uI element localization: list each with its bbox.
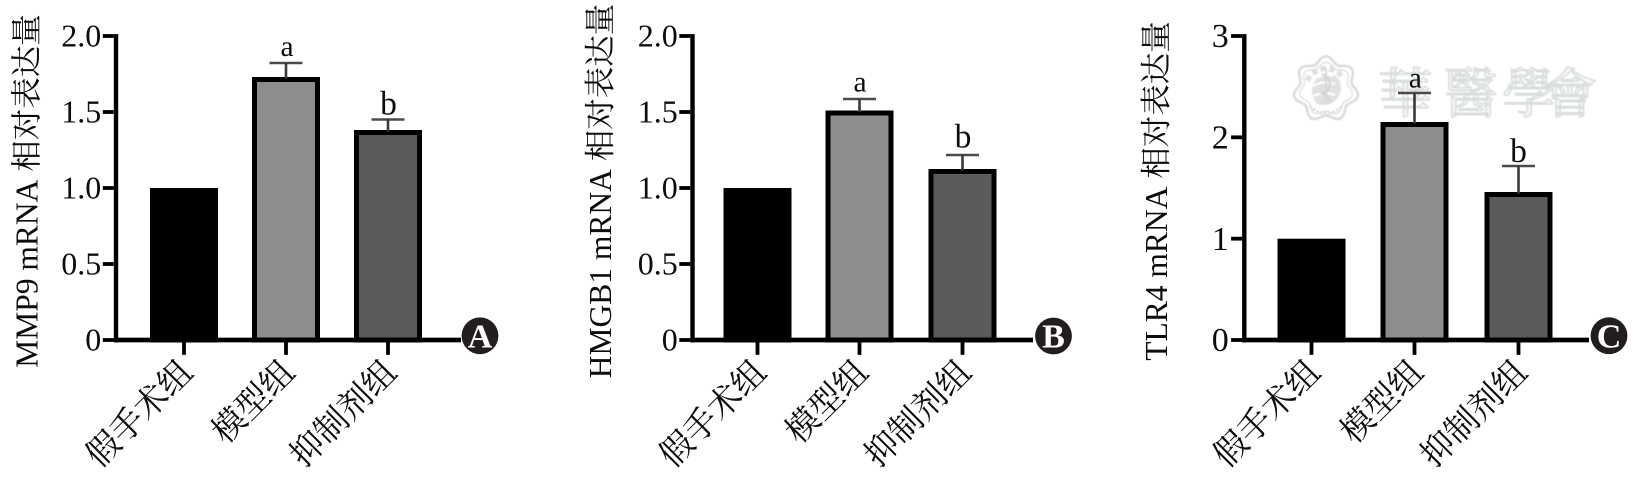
svg-text:0: 0 — [662, 322, 678, 358]
svg-text:a: a — [853, 67, 866, 99]
svg-text:B: B — [1042, 319, 1065, 356]
svg-text:0.5: 0.5 — [638, 246, 678, 282]
svg-text:1.5: 1.5 — [638, 94, 678, 130]
svg-text:3: 3 — [1212, 18, 1229, 55]
svg-text:a: a — [280, 31, 293, 63]
svg-text:A: A — [468, 319, 493, 356]
svg-text:MMP9 mRNA: MMP9 mRNA — [10, 172, 45, 368]
svg-text:TLR4 mRNA: TLR4 mRNA — [1139, 179, 1174, 361]
svg-text:1.0: 1.0 — [638, 170, 678, 206]
svg-text:2.0: 2.0 — [638, 18, 678, 54]
svg-text:2.0: 2.0 — [61, 18, 101, 54]
svg-text:0: 0 — [1212, 322, 1229, 359]
svg-text:0.5: 0.5 — [61, 246, 101, 282]
svg-text:b: b — [380, 86, 397, 123]
svg-text:a: a — [1409, 63, 1422, 95]
svg-text:2: 2 — [1212, 119, 1229, 156]
svg-text:C: C — [1597, 318, 1622, 355]
svg-text:b: b — [1510, 133, 1527, 170]
svg-text:0: 0 — [85, 322, 101, 358]
svg-text:1.5: 1.5 — [61, 94, 101, 130]
svg-text:HMGB1 mRNA: HMGB1 mRNA — [583, 161, 618, 378]
svg-text:b: b — [955, 119, 972, 156]
svg-text:1.0: 1.0 — [61, 170, 101, 206]
svg-text:1: 1 — [1212, 221, 1229, 258]
